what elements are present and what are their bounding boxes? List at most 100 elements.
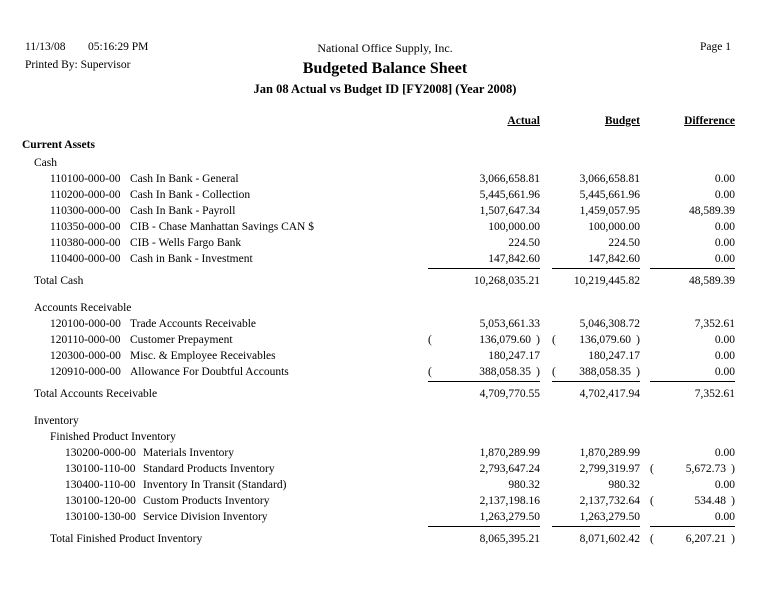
amount-actual: 147,842.60 bbox=[428, 251, 540, 267]
paren-open: ( bbox=[552, 366, 556, 378]
group-header-row: Cash bbox=[0, 155, 770, 171]
account-description: Standard Products Inventory bbox=[143, 463, 275, 475]
total-row: Total Finished Product Inventory 8,065,39… bbox=[0, 531, 770, 547]
report-title: Budgeted Balance Sheet bbox=[302, 60, 468, 77]
account-description: Allowance For Doubtful Accounts bbox=[130, 366, 289, 378]
amount-value: 3,066,658.81 bbox=[479, 173, 540, 185]
column-header-actual: Actual bbox=[428, 113, 540, 129]
amount-value: 136,079.60 bbox=[479, 334, 531, 346]
amount-value: 3,066,658.81 bbox=[579, 173, 640, 185]
account-row: 110200-000-00 Cash In Bank - Collection 5,… bbox=[0, 187, 770, 203]
account-number: 110100-000-00 bbox=[50, 173, 121, 185]
paren-close: ) bbox=[536, 334, 540, 346]
account-number: 130400-110-00 bbox=[65, 479, 136, 491]
amount-value: 100,000.00 bbox=[588, 221, 640, 233]
paren-close: ) bbox=[731, 463, 735, 475]
amount-value: 2,793,647.24 bbox=[479, 463, 540, 475]
amount-difference: 0.00 bbox=[650, 171, 735, 187]
group-title: Inventory bbox=[34, 415, 79, 427]
column-header-row: Actual Budget Difference bbox=[0, 113, 770, 129]
amount-value: 980.32 bbox=[608, 479, 640, 491]
account-row: 130200-000-00 Materials Inventory 1,870,28… bbox=[0, 445, 770, 461]
amount-budget: 224.50 bbox=[552, 235, 640, 251]
amount-value: 224.50 bbox=[608, 237, 640, 249]
amount-value: 0.00 bbox=[714, 334, 735, 346]
amount-value: 180,247.17 bbox=[488, 350, 540, 362]
amount-difference: 0.00 bbox=[650, 251, 735, 267]
account-row: 130100-110-00 Standard Products Inventory… bbox=[0, 461, 770, 477]
account-number: 130200-000-00 bbox=[65, 447, 136, 459]
account-row: 110400-000-00 Cash in Bank - Investment 14… bbox=[0, 251, 770, 267]
amount-value: 1,870,289.99 bbox=[579, 447, 640, 459]
column-header-budget: Budget bbox=[552, 113, 640, 129]
amount-value: 0.00 bbox=[714, 221, 735, 233]
page-number: Page 1 bbox=[700, 41, 731, 53]
amount-actual: (388,058.35) bbox=[428, 364, 540, 380]
amount-value: 1,870,289.99 bbox=[479, 447, 540, 459]
amount-value: 6,207.21 bbox=[685, 533, 726, 545]
amount-difference: 48,589.39 bbox=[650, 203, 735, 219]
amount-value: 0.00 bbox=[714, 189, 735, 201]
amount-value: 5,053,661.33 bbox=[479, 318, 540, 330]
account-number: 110200-000-00 bbox=[50, 189, 121, 201]
account-row: 130100-130-00 Service Division Inventory 1… bbox=[0, 509, 770, 525]
account-number: 130100-110-00 bbox=[65, 463, 136, 475]
paren-open: ( bbox=[650, 533, 654, 545]
amount-value: 100,000.00 bbox=[488, 221, 540, 233]
amount-value: 388,058.35 bbox=[579, 366, 631, 378]
amount-value: 0.00 bbox=[714, 479, 735, 491]
total-rule bbox=[0, 380, 770, 386]
amount-value: 0.00 bbox=[714, 511, 735, 523]
group-title: Cash bbox=[34, 157, 57, 169]
total-rule-budget bbox=[552, 526, 640, 527]
amount-value: 1,263,279.50 bbox=[479, 511, 540, 523]
paren-close: ) bbox=[536, 366, 540, 378]
amount-value: 2,799,319.97 bbox=[579, 463, 640, 475]
amount-actual: 5,445,661.96 bbox=[428, 187, 540, 203]
amount-value: 2,137,732.64 bbox=[579, 495, 640, 507]
amount-budget: 1,870,289.99 bbox=[552, 445, 640, 461]
amount-difference: 0.00 bbox=[650, 235, 735, 251]
column-header-label: Actual bbox=[507, 115, 540, 127]
amount-budget: (388,058.35) bbox=[552, 364, 640, 380]
paren-close: ) bbox=[731, 495, 735, 507]
amount-value: 4,702,417.94 bbox=[579, 388, 640, 400]
total-label: Total Accounts Receivable bbox=[34, 388, 158, 400]
account-number: 120300-000-00 bbox=[50, 350, 121, 362]
amount-budget: 2,799,319.97 bbox=[552, 461, 640, 477]
amount-value: 5,445,661.96 bbox=[479, 189, 540, 201]
paren-close: ) bbox=[636, 334, 640, 346]
amount-actual: 2,793,647.24 bbox=[428, 461, 540, 477]
amount-budget: 5,046,308.72 bbox=[552, 316, 640, 332]
account-row: 110350-000-00 CIB - Chase Manhattan Savin… bbox=[0, 219, 770, 235]
paren-close: ) bbox=[731, 533, 735, 545]
amount-budget: 8,071,602.42 bbox=[552, 531, 640, 547]
account-row: 130400-110-00 Inventory In Transit (Stand… bbox=[0, 477, 770, 493]
amount-value: 8,065,395.21 bbox=[479, 533, 540, 545]
amount-difference: 0.00 bbox=[650, 364, 735, 380]
account-number: 120100-000-00 bbox=[50, 318, 121, 330]
total-rule-budget bbox=[552, 381, 640, 382]
paren-open: ( bbox=[552, 334, 556, 346]
account-row: 120100-000-00 Trade Accounts Receivable 5,… bbox=[0, 316, 770, 332]
total-row: Total Accounts Receivable 4,709,770.55 4,7… bbox=[0, 386, 770, 402]
amount-actual: 980.32 bbox=[428, 477, 540, 493]
column-header-label: Difference bbox=[684, 115, 735, 127]
total-rule-actual bbox=[428, 381, 540, 382]
amount-value: 7,352.61 bbox=[694, 388, 735, 400]
group-header-row: Inventory bbox=[0, 413, 770, 429]
total-rule-actual bbox=[428, 268, 540, 269]
amount-difference: 7,352.61 bbox=[650, 386, 735, 402]
account-description: Cash In Bank - Payroll bbox=[130, 205, 236, 217]
amount-value: 0.00 bbox=[714, 173, 735, 185]
amount-value: 48,589.39 bbox=[689, 275, 735, 287]
total-rule-difference bbox=[650, 268, 735, 269]
amount-value: 0.00 bbox=[714, 253, 735, 265]
print-date: 11/13/08 bbox=[25, 41, 66, 53]
total-row: Total Cash 10,268,035.21 10,219,445.82 48,5… bbox=[0, 273, 770, 289]
account-description: Inventory In Transit (Standard) bbox=[143, 479, 287, 491]
amount-difference: 0.00 bbox=[650, 187, 735, 203]
amount-value: 147,842.60 bbox=[588, 253, 640, 265]
account-number: 110300-000-00 bbox=[50, 205, 121, 217]
